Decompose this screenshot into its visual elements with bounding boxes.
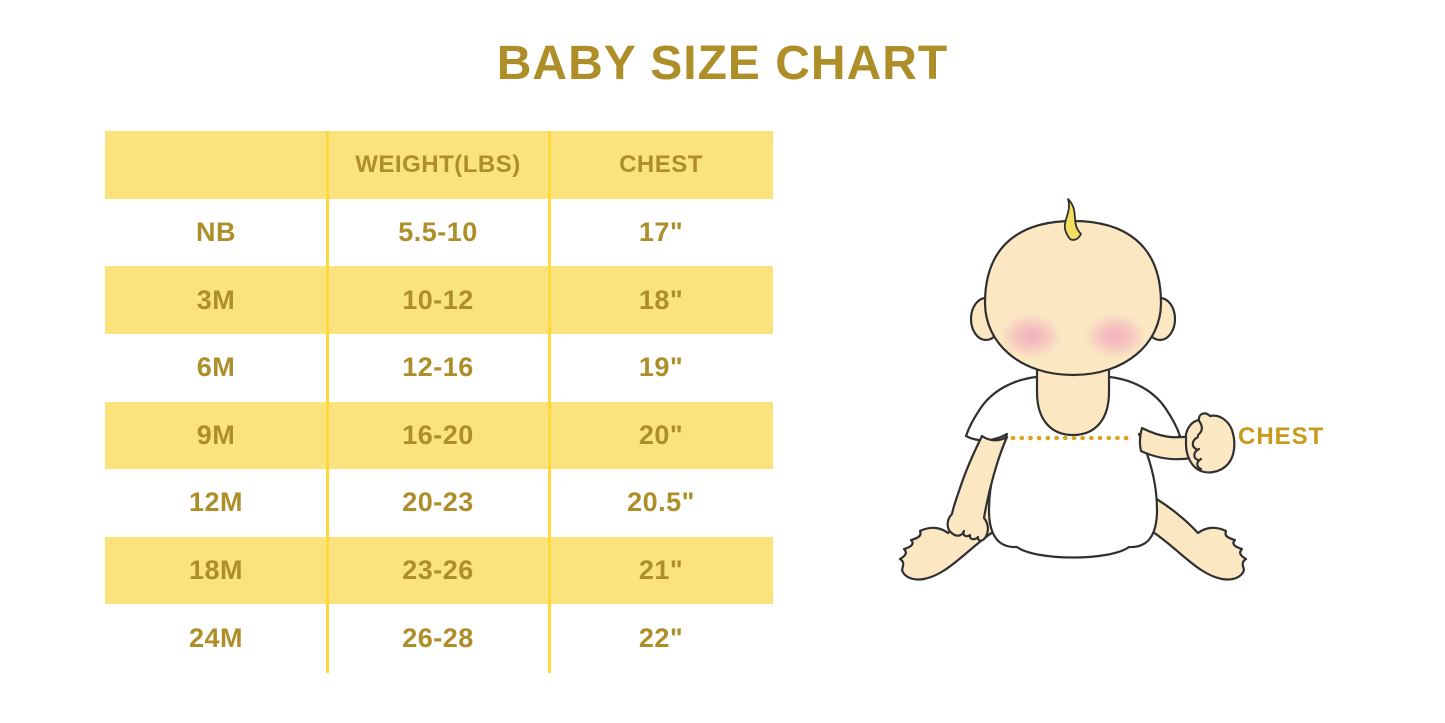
chest-measurement-label: CHEST (1238, 423, 1325, 450)
baby-right-leg (1143, 492, 1248, 581)
baby-bodysuit (964, 372, 1182, 559)
cell-weight: 12-16 (402, 352, 474, 383)
baby-illustration (890, 190, 1250, 600)
cell-size: 24M (188, 622, 244, 653)
baby-hair-tuft (1064, 198, 1082, 241)
cell-weight: 20-23 (402, 487, 474, 518)
cell-chest: 22" (638, 622, 684, 653)
cell-chest: 20.5" (627, 487, 695, 518)
header-weight: WEIGHT(LBS) (355, 150, 521, 178)
cell-chest: 17" (638, 216, 684, 247)
table-row: 18M 23-26 21" (105, 536, 773, 605)
cell-chest: 20" (638, 419, 684, 450)
cell-chest: 21" (638, 555, 684, 586)
header-chest: CHEST (619, 150, 703, 178)
table-row: 24M 26-28 22" (105, 604, 773, 672)
table-row: 3M 10-12 18" (105, 266, 773, 334)
cell-weight: 26-28 (402, 622, 474, 653)
table-row: NB 5.5-10 17" (105, 199, 773, 267)
page-title: BABY SIZE CHART (496, 37, 949, 90)
cell-chest: 19" (638, 352, 684, 383)
cell-chest: 18" (638, 284, 684, 315)
baby-right-arm (1138, 426, 1194, 461)
column-divider (547, 131, 551, 673)
cell-size: 6M (196, 352, 236, 383)
column-divider (325, 131, 329, 673)
table-row: 12M 20-23 20.5" (105, 469, 773, 537)
table-header-row: WEIGHT(LBS) CHEST (105, 131, 773, 199)
cell-weight: 10-12 (402, 284, 474, 315)
baby-right-blush (1084, 313, 1146, 359)
cell-size: NB (196, 216, 236, 247)
cell-weight: 23-26 (402, 555, 474, 586)
baby-neck (1035, 360, 1111, 437)
size-table: WEIGHT(LBS) CHEST NB 5.5-10 17" 3M 10-12… (105, 131, 773, 673)
cell-size: 9M (196, 419, 236, 450)
baby-svg (898, 198, 1248, 581)
cell-size: 18M (188, 555, 244, 586)
cell-weight: 16-20 (402, 419, 474, 450)
baby-left-arm (946, 434, 1009, 542)
cell-size: 12M (188, 487, 244, 518)
baby-left-blush (1000, 313, 1062, 359)
table-row: 9M 16-20 20" (105, 401, 773, 470)
cell-weight: 5.5-10 (398, 216, 478, 247)
cell-size: 3M (196, 284, 236, 315)
table-row: 6M 12-16 19" (105, 334, 773, 402)
